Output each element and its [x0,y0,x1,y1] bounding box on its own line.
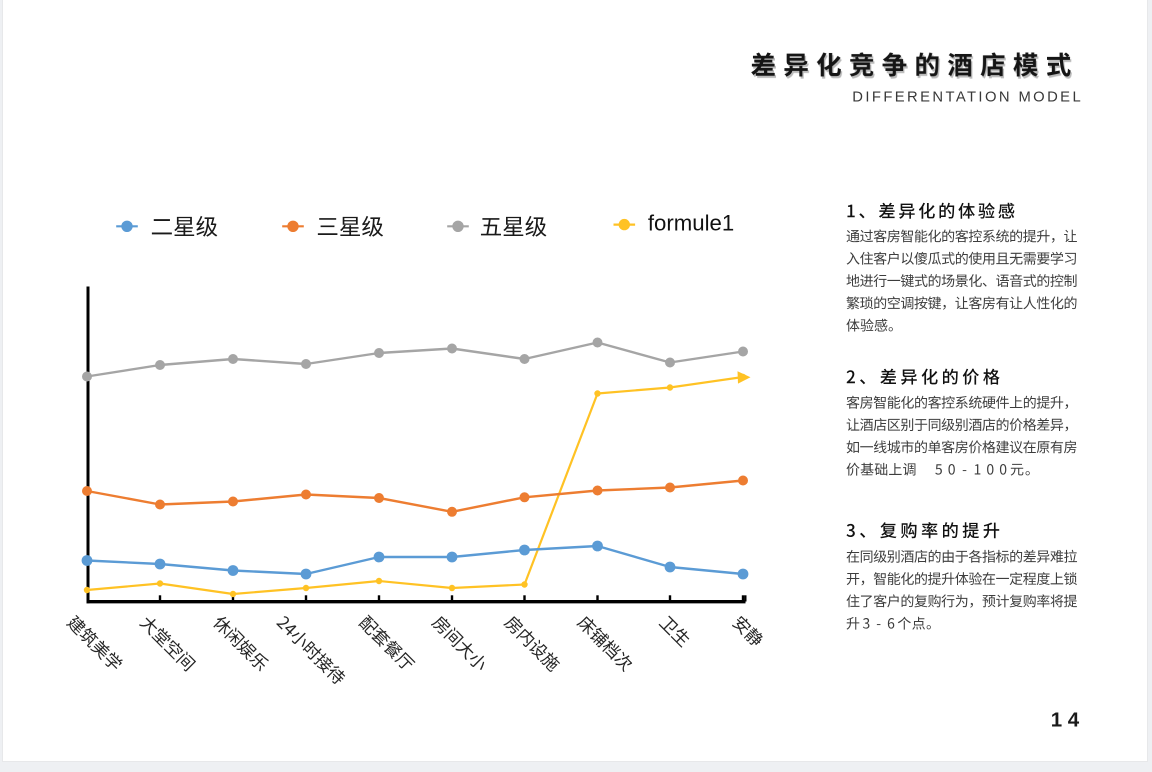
svg-text:DIFFERENTATION MODEL: DIFFERENTATION MODEL [852,89,1083,105]
svg-text:1 4: 1 4 [1051,708,1080,731]
svg-text:formule1: formule1 [648,211,734,236]
